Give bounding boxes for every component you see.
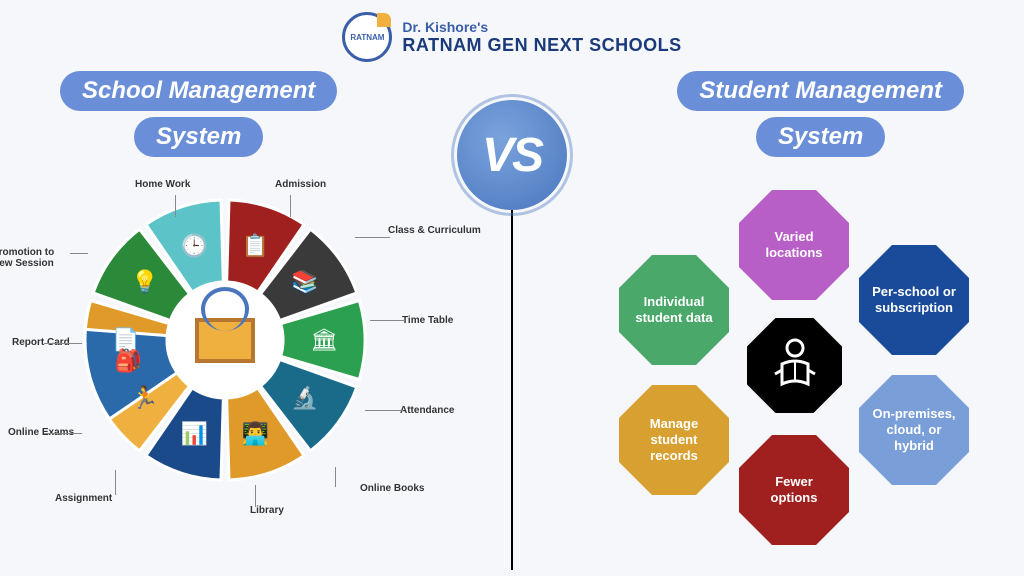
leader-line (44, 343, 82, 344)
segment-label: Time Table (402, 315, 453, 326)
leader-line (44, 433, 82, 434)
octagon-grid: Varied locationsIndividual student data P… (584, 190, 1004, 540)
segment-label: Attendance (400, 405, 454, 416)
octagon-item: Manage student records (619, 385, 729, 495)
person-reading-icon (770, 336, 820, 396)
leader-line (290, 195, 291, 217)
right-title-line1: Student Management (677, 71, 964, 111)
leader-line (355, 237, 390, 238)
leader-line (70, 253, 88, 254)
feature-wheel: 📄💡🕒📋📚🏛🔬👨‍💻📊🏃🎒 AdmissionClass & Curriculu… (80, 195, 370, 485)
vs-circle: VS (457, 100, 567, 210)
octagon-item: Individual student data (619, 255, 729, 365)
leader-line (370, 320, 405, 321)
header-text: Dr. Kishore's RATNAM GEN NEXT SCHOOLS (402, 19, 681, 56)
vs-text: VS (482, 128, 542, 183)
right-title: Student Management System (677, 68, 964, 160)
leader-line (335, 467, 336, 487)
school-logo: RATNAM (342, 12, 392, 62)
vs-divider-line (511, 210, 513, 570)
certificate-icon (195, 318, 255, 363)
right-title-line2: System (756, 117, 885, 157)
segment-label: Admission (275, 179, 326, 190)
leader-line (175, 195, 176, 217)
octagon-center (747, 318, 842, 413)
header-line1: Dr. Kishore's (402, 19, 681, 35)
wheel-center (170, 285, 280, 395)
segment-label: Online Books (360, 483, 424, 494)
segment-label: Assignment (55, 493, 112, 504)
header: RATNAM Dr. Kishore's RATNAM GEN NEXT SCH… (0, 0, 1024, 62)
segment-label: Home Work (135, 179, 190, 190)
leader-line (255, 485, 256, 507)
header-line2: RATNAM GEN NEXT SCHOOLS (402, 35, 681, 56)
left-title: School Management System (60, 68, 337, 160)
octagon-item: Fewer options (739, 435, 849, 545)
segment-label: Class & Curriculum (388, 225, 481, 236)
octagon-item: On-premises, cloud, or hybrid (859, 375, 969, 485)
vs-badge: VS (457, 100, 567, 570)
leader-line (365, 410, 403, 411)
left-title-line2: System (134, 117, 263, 157)
logo-text: RATNAM (350, 33, 384, 42)
leader-line (115, 470, 116, 495)
octagon-item: Varied locations (739, 190, 849, 300)
left-title-line1: School Management (60, 71, 337, 111)
segment-label: Promotion to New Session (0, 247, 72, 269)
octagon-item: Per-school or subscription (859, 245, 969, 355)
